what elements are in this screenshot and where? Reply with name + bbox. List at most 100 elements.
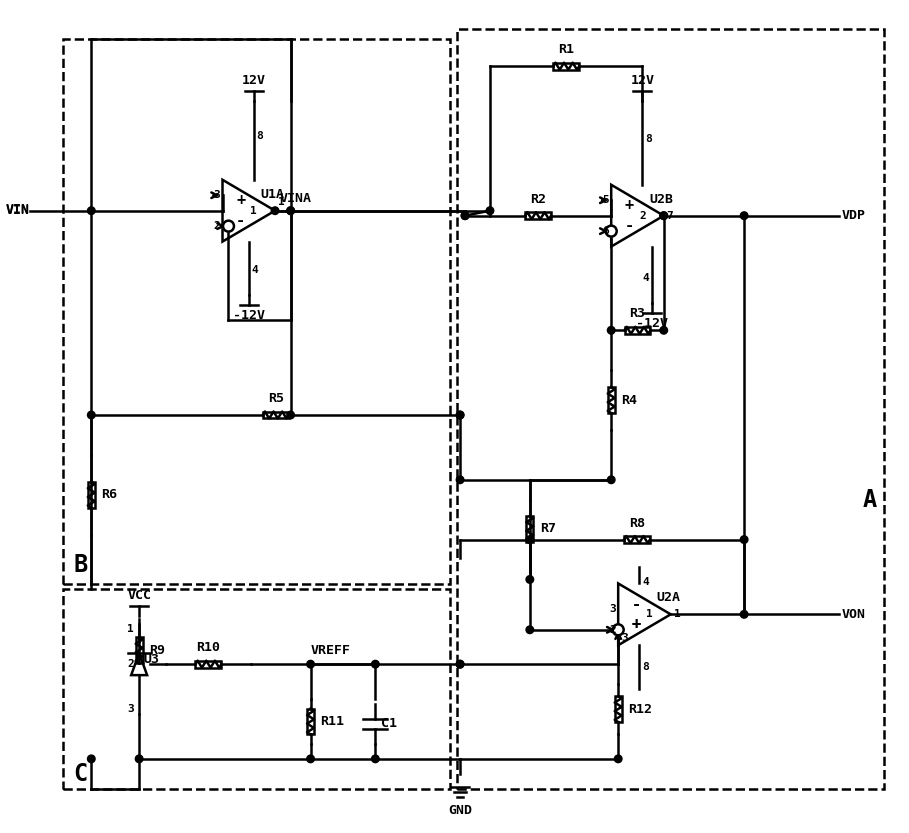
Circle shape [456,661,464,668]
Bar [608,387,614,413]
Circle shape [287,207,295,214]
Text: VCC: VCC [127,590,151,602]
Text: 6: 6 [603,226,609,236]
Text: 1: 1 [646,609,653,620]
Text: VON: VON [842,608,865,621]
Circle shape [613,624,624,636]
Circle shape [526,626,534,634]
Bar [64,39,450,585]
Text: R12: R12 [628,702,652,716]
Text: R9: R9 [149,644,165,656]
Circle shape [87,207,95,214]
Bar [64,590,450,789]
Text: R4: R4 [621,393,637,407]
Text: -: - [632,597,641,612]
Circle shape [87,755,95,763]
Text: 1: 1 [674,609,681,620]
Text: VIN: VIN [5,204,29,217]
Text: B: B [74,552,87,576]
Text: 8: 8 [256,131,264,141]
Circle shape [740,611,748,618]
Circle shape [607,327,615,334]
Circle shape [223,221,234,232]
Text: 3: 3 [127,704,135,714]
Text: +: + [632,616,641,631]
Text: R5: R5 [267,392,284,405]
Text: R10: R10 [196,641,220,654]
Text: 1: 1 [250,206,257,216]
Text: -12V: -12V [233,309,265,322]
Text: R7: R7 [540,522,555,535]
Text: 2: 2 [639,211,645,221]
Circle shape [526,536,534,543]
Circle shape [287,207,295,214]
Text: R2: R2 [530,192,546,206]
Text: U2A: U2A [656,591,681,605]
Circle shape [456,476,464,484]
Text: 2: 2 [609,625,616,635]
Text: R11: R11 [321,715,345,728]
Circle shape [271,207,279,214]
Bar [624,536,650,543]
Text: 5: 5 [603,195,609,205]
Circle shape [456,661,464,668]
Text: +: + [632,616,641,631]
Text: +: + [236,193,245,208]
Text: 4: 4 [643,577,649,587]
Bar [263,412,289,418]
Text: 8: 8 [643,662,649,672]
Bar [624,327,651,334]
Text: GND: GND [448,804,472,816]
Text: R6: R6 [101,488,117,501]
Text: VDP: VDP [842,209,865,222]
Circle shape [456,412,464,419]
Text: 8: 8 [645,134,652,144]
Circle shape [372,755,379,763]
Text: -: - [236,213,245,228]
Text: R8: R8 [629,516,645,530]
Text: 7: 7 [666,211,674,221]
Circle shape [660,212,667,219]
Bar [307,709,314,735]
Circle shape [87,412,95,419]
Text: A: A [863,488,877,511]
Text: 3: 3 [609,604,616,614]
Circle shape [607,476,615,484]
Text: +: + [624,198,634,213]
Text: VINA: VINA [280,192,312,205]
Bar [457,29,884,789]
Bar [525,212,551,219]
Circle shape [660,212,667,219]
Text: 2: 2 [127,659,135,669]
Bar [195,661,222,668]
Circle shape [614,755,622,763]
Bar [614,696,622,722]
Circle shape [486,207,494,214]
Circle shape [306,755,315,763]
Text: 12V: 12V [242,74,265,87]
Circle shape [526,576,534,583]
Text: U3: U3 [143,653,159,666]
Circle shape [740,536,748,543]
Circle shape [287,412,295,419]
Text: -12V: -12V [636,317,668,331]
Text: 4: 4 [252,266,258,276]
Bar [88,481,95,507]
Circle shape [306,661,315,668]
Text: 2: 2 [214,221,221,231]
Text: 4: 4 [643,273,649,283]
Text: VIN: VIN [5,203,29,217]
Circle shape [605,226,616,237]
Circle shape [660,327,667,334]
Circle shape [740,212,748,219]
Text: VREFF: VREFF [311,644,351,657]
Circle shape [135,755,143,763]
Circle shape [456,412,464,419]
Text: U2B: U2B [649,192,674,206]
Text: 12V: 12V [631,74,654,87]
Text: 1: 1 [127,624,135,634]
Text: 3: 3 [621,633,628,643]
Text: R1: R1 [558,43,574,56]
Text: -: - [632,597,641,612]
Text: 1: 1 [278,197,285,207]
